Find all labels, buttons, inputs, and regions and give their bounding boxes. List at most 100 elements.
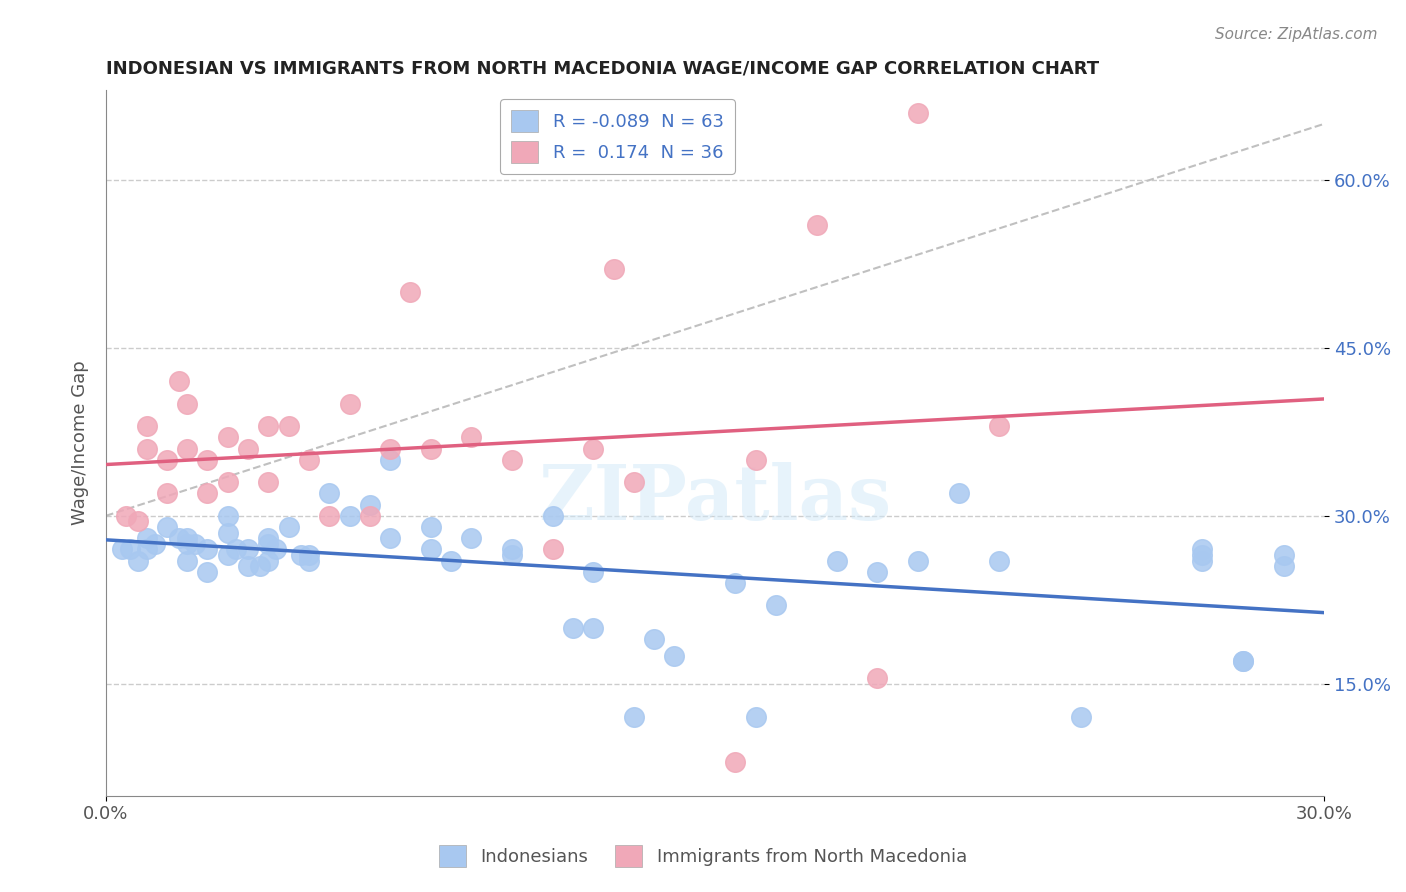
Point bbox=[277, 419, 299, 434]
Point bbox=[277, 520, 299, 534]
Point bbox=[135, 419, 157, 434]
Point bbox=[197, 486, 219, 500]
Point bbox=[460, 531, 482, 545]
Point bbox=[1191, 553, 1213, 567]
Point bbox=[236, 559, 259, 574]
Point bbox=[988, 419, 1011, 434]
Point bbox=[249, 559, 271, 574]
Point bbox=[217, 475, 239, 490]
Point bbox=[298, 452, 321, 467]
Point bbox=[419, 442, 441, 456]
Point bbox=[339, 508, 361, 523]
Point bbox=[257, 553, 280, 567]
Point bbox=[765, 599, 787, 613]
Point bbox=[643, 632, 665, 646]
Point bbox=[1232, 654, 1254, 668]
Point bbox=[1232, 654, 1254, 668]
Point bbox=[724, 755, 747, 769]
Point bbox=[120, 542, 142, 557]
Point bbox=[561, 621, 583, 635]
Legend: Indonesians, Immigrants from North Macedonia: Indonesians, Immigrants from North Maced… bbox=[432, 838, 974, 874]
Point bbox=[167, 531, 190, 545]
Point bbox=[176, 442, 198, 456]
Point bbox=[236, 442, 259, 456]
Point bbox=[135, 442, 157, 456]
Point bbox=[1272, 559, 1295, 574]
Point bbox=[866, 565, 889, 579]
Point bbox=[176, 531, 198, 545]
Point bbox=[156, 452, 179, 467]
Point bbox=[399, 285, 422, 299]
Point bbox=[460, 430, 482, 444]
Point bbox=[419, 542, 441, 557]
Point bbox=[359, 498, 381, 512]
Point bbox=[167, 375, 190, 389]
Point bbox=[359, 508, 381, 523]
Point bbox=[1191, 542, 1213, 557]
Point bbox=[541, 542, 564, 557]
Point bbox=[419, 520, 441, 534]
Point bbox=[115, 508, 138, 523]
Point bbox=[541, 508, 564, 523]
Point bbox=[127, 515, 149, 529]
Point bbox=[217, 430, 239, 444]
Point bbox=[318, 486, 340, 500]
Point bbox=[176, 553, 198, 567]
Point bbox=[290, 548, 312, 562]
Point bbox=[378, 452, 401, 467]
Point bbox=[907, 105, 929, 120]
Point bbox=[744, 452, 766, 467]
Point bbox=[724, 576, 747, 591]
Text: ZIPatlas: ZIPatlas bbox=[538, 462, 891, 536]
Point bbox=[176, 397, 198, 411]
Point bbox=[806, 218, 828, 232]
Point bbox=[582, 621, 605, 635]
Point bbox=[664, 648, 686, 663]
Point bbox=[225, 542, 247, 557]
Point bbox=[266, 542, 288, 557]
Point bbox=[582, 442, 605, 456]
Point bbox=[501, 542, 523, 557]
Point bbox=[236, 542, 259, 557]
Point bbox=[217, 525, 239, 540]
Point bbox=[135, 542, 157, 557]
Point bbox=[135, 531, 157, 545]
Point bbox=[318, 508, 340, 523]
Point bbox=[127, 553, 149, 567]
Point bbox=[825, 553, 848, 567]
Point bbox=[440, 553, 463, 567]
Point bbox=[602, 262, 624, 277]
Point bbox=[257, 531, 280, 545]
Point bbox=[582, 565, 605, 579]
Point bbox=[623, 475, 645, 490]
Point bbox=[1069, 710, 1091, 724]
Point bbox=[744, 710, 766, 724]
Point bbox=[988, 553, 1011, 567]
Point bbox=[1191, 548, 1213, 562]
Text: INDONESIAN VS IMMIGRANTS FROM NORTH MACEDONIA WAGE/INCOME GAP CORRELATION CHART: INDONESIAN VS IMMIGRANTS FROM NORTH MACE… bbox=[105, 60, 1099, 78]
Point bbox=[197, 452, 219, 467]
Point bbox=[257, 537, 280, 551]
Point bbox=[866, 671, 889, 685]
Point bbox=[298, 548, 321, 562]
Point bbox=[1272, 548, 1295, 562]
Point bbox=[623, 710, 645, 724]
Point bbox=[111, 542, 134, 557]
Point bbox=[501, 452, 523, 467]
Point bbox=[197, 542, 219, 557]
Point bbox=[257, 419, 280, 434]
Point bbox=[257, 475, 280, 490]
Point bbox=[184, 537, 207, 551]
Point bbox=[339, 397, 361, 411]
Point bbox=[217, 508, 239, 523]
Point bbox=[378, 531, 401, 545]
Y-axis label: Wage/Income Gap: Wage/Income Gap bbox=[72, 360, 89, 525]
Text: Source: ZipAtlas.com: Source: ZipAtlas.com bbox=[1215, 27, 1378, 42]
Point bbox=[217, 548, 239, 562]
Point bbox=[156, 486, 179, 500]
Point bbox=[298, 553, 321, 567]
Legend: R = -0.089  N = 63, R =  0.174  N = 36: R = -0.089 N = 63, R = 0.174 N = 36 bbox=[501, 99, 735, 174]
Point bbox=[948, 486, 970, 500]
Point bbox=[378, 442, 401, 456]
Point bbox=[501, 548, 523, 562]
